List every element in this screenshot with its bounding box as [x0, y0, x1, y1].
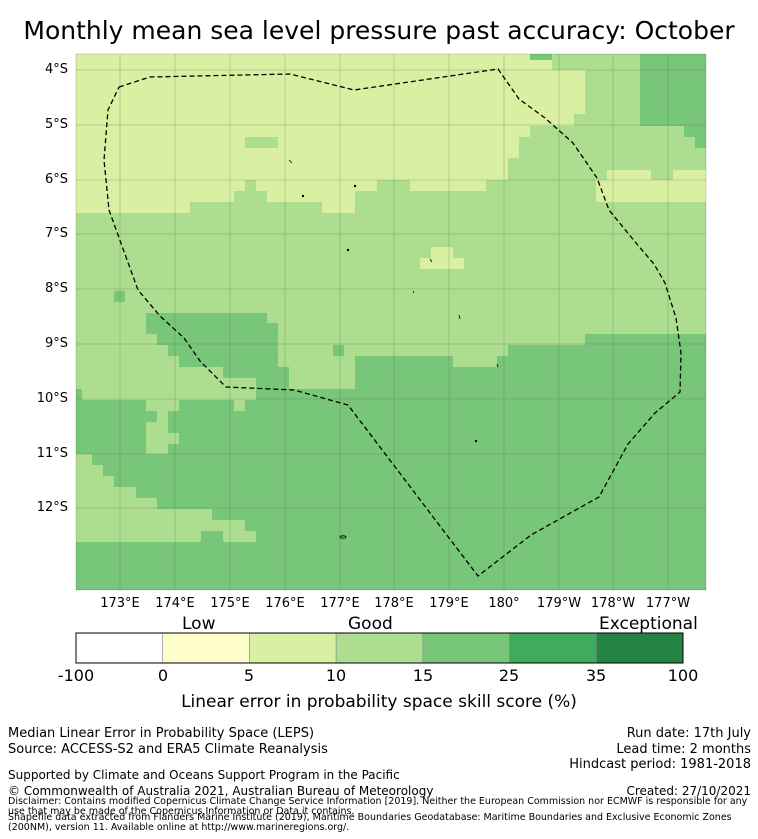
region-green-bottom	[201, 531, 223, 542]
footer-support: Supported by Climate and Oceans Support …	[8, 768, 400, 782]
region-good-lower-left	[76, 378, 256, 454]
region-good-low-6	[420, 258, 464, 269]
colorbar-tick: 10	[325, 666, 347, 685]
skill-map	[75, 53, 707, 591]
colorbar-tick: 5	[243, 666, 255, 685]
lon-label: 176°E	[265, 596, 305, 611]
lon-label: 173°E	[100, 596, 140, 611]
region-good-edge	[76, 389, 82, 400]
region-good	[76, 54, 706, 389]
region-good-bottom	[76, 454, 256, 542]
map-title: Monthly mean sea level pressure past acc…	[23, 16, 735, 45]
colorbar-segment	[509, 632, 597, 664]
colorbar-category-good: Good	[348, 614, 393, 634]
colorbar	[75, 632, 684, 664]
footer-copyright: © Commonwealth of Australia 2021, Austra…	[8, 784, 434, 798]
colorbar-tick: 25	[498, 666, 520, 685]
colorbar-tick: 100	[667, 666, 699, 685]
lon-label: 178°W	[590, 596, 636, 611]
footer-run-date: Run date: 17th July	[626, 726, 751, 741]
footer-disclaimer: Disclaimer: Contains modified Copernicus…	[8, 796, 748, 817]
lon-label: 180°	[488, 596, 520, 611]
region-good-low-4	[673, 170, 706, 182]
region-good-low-3	[596, 180, 706, 202]
lat-label: 7°S	[44, 226, 68, 241]
colorbar-tick: 35	[585, 666, 607, 685]
map-gridlines	[76, 54, 706, 590]
region-good-low	[76, 54, 585, 213]
colorbar-segment	[595, 632, 684, 664]
colorbar-segment	[422, 632, 510, 664]
colorbar-label: Linear error in probability space skill …	[181, 692, 577, 712]
colorbar-tick: 15	[412, 666, 434, 685]
colorbar-segment	[335, 632, 424, 664]
colorbar-frame	[75, 632, 684, 664]
lon-label: 174°E	[155, 596, 195, 611]
footer-source: Source: ACCESS-S2 and ERA5 Climate Reana…	[8, 742, 328, 757]
lon-label: 179°E	[429, 596, 469, 611]
colorbar-category-low: Low	[182, 614, 216, 634]
footer-hindcast: Hindcast period: 1981-2018	[569, 757, 751, 772]
lon-label: 178°E	[374, 596, 414, 611]
colorbar-segment	[75, 632, 164, 664]
islands	[288, 159, 499, 539]
lon-label: 177°W	[645, 596, 691, 611]
region-highpatch	[114, 291, 125, 302]
lon-label: 179°W	[536, 596, 582, 611]
region-highpatch2	[333, 345, 344, 356]
colorbar-tick: -100	[57, 666, 95, 685]
lat-label: 5°S	[44, 117, 68, 132]
lat-label: 10°S	[36, 391, 68, 406]
region-good-small	[245, 137, 278, 148]
lat-label: 12°S	[36, 500, 68, 515]
colorbar-segment	[162, 632, 250, 664]
lat-label: 4°S	[44, 62, 68, 77]
colorbar-segment	[249, 632, 337, 664]
eez-boundary	[103, 68, 682, 577]
lon-label: 177°E	[320, 596, 360, 611]
footer-shapefile: Shapefile data extracted from Flanders M…	[8, 812, 732, 833]
region-good-low-2	[607, 170, 651, 182]
footer-leps: Median Linear Error in Probability Space…	[8, 726, 315, 741]
lat-label: 11°S	[36, 446, 68, 461]
lon-label: 175°E	[210, 596, 250, 611]
lat-label: 8°S	[44, 281, 68, 296]
footer-created: Created: 27/10/2021	[626, 784, 751, 798]
colorbar-category-exceptional: Exceptional	[599, 614, 698, 634]
map-frame	[75, 53, 707, 591]
lat-label: 9°S	[44, 336, 68, 351]
footer-lead-time: Lead time: 2 months	[616, 742, 751, 757]
lat-label: 6°S	[44, 172, 68, 187]
region-good-low-5	[431, 247, 453, 258]
colorbar-tick: 0	[157, 666, 169, 685]
